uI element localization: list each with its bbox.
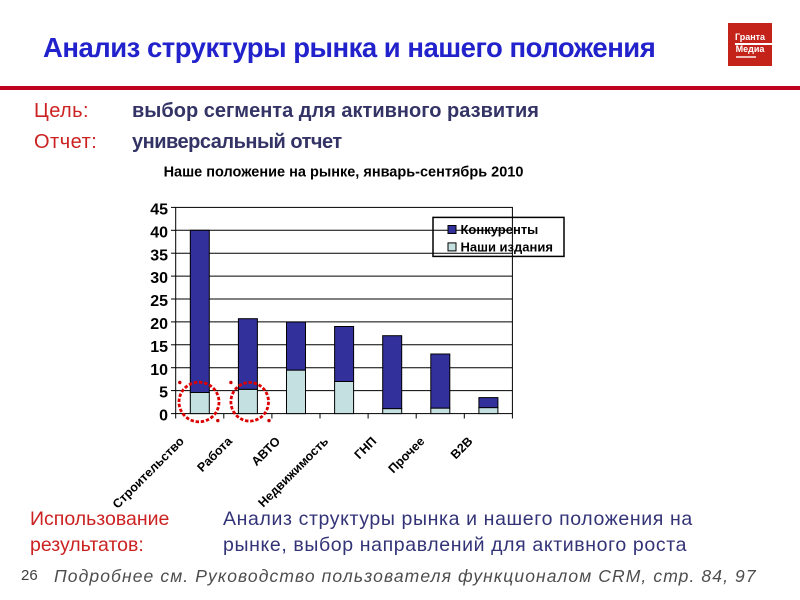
svg-text:40: 40 bbox=[150, 224, 168, 241]
svg-text:Конкуренты: Конкуренты bbox=[461, 222, 539, 237]
svg-text:0: 0 bbox=[159, 408, 168, 425]
svg-text:20: 20 bbox=[150, 316, 168, 333]
svg-text:Наши издания: Наши издания bbox=[461, 240, 553, 255]
svg-text:Прочее: Прочее bbox=[386, 434, 428, 476]
svg-text:АВТО: АВТО bbox=[249, 434, 284, 469]
svg-text:ГНП: ГНП bbox=[352, 434, 380, 462]
svg-text:35: 35 bbox=[150, 247, 168, 264]
svg-text:15: 15 bbox=[150, 339, 168, 356]
svg-text:Строительство: Строительство bbox=[110, 434, 187, 511]
svg-text:45: 45 bbox=[150, 202, 168, 219]
svg-text:30: 30 bbox=[150, 270, 168, 287]
svg-text:10: 10 bbox=[150, 362, 168, 379]
svg-text:5: 5 bbox=[159, 385, 168, 402]
svg-text:Работа: Работа bbox=[195, 433, 236, 474]
svg-text:В2В: В2В bbox=[448, 434, 476, 462]
svg-text:Наше положение на рынке, январ: Наше положение на рынке, январь-сентябрь… bbox=[164, 165, 524, 181]
svg-text:25: 25 bbox=[150, 293, 168, 310]
